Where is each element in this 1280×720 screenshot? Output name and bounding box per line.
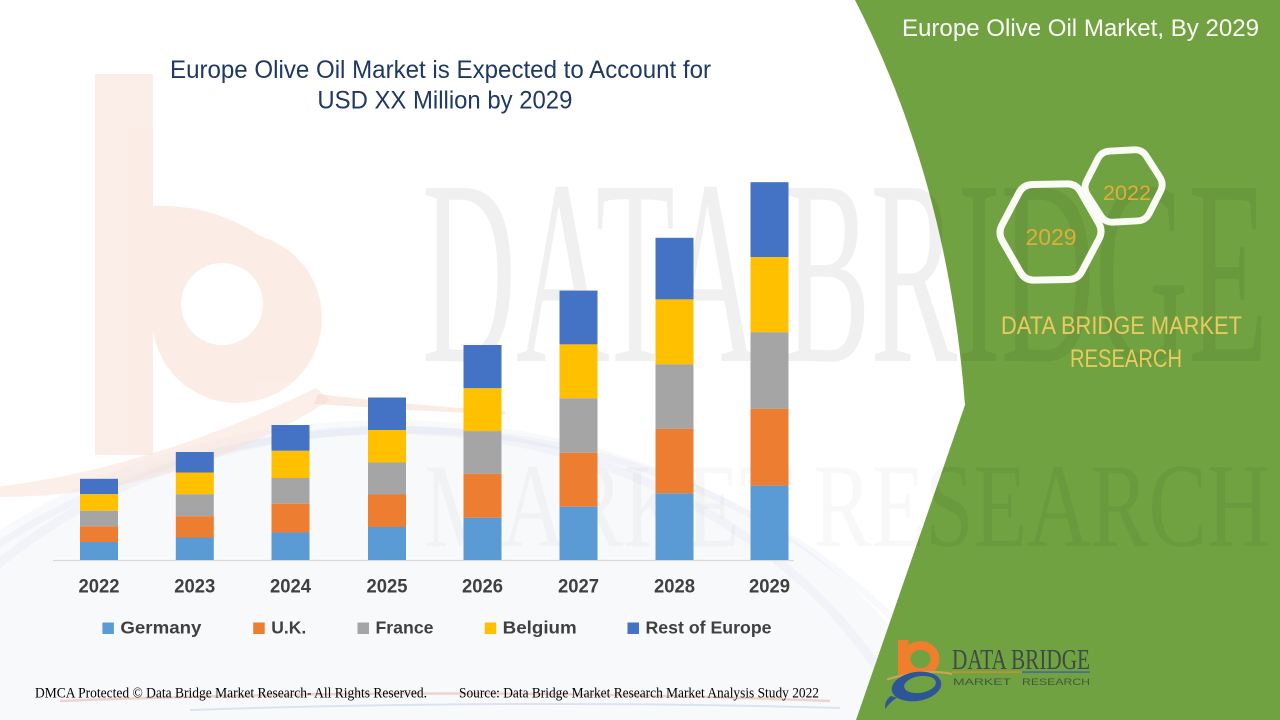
- svg-text:DATA BRIDGE: DATA BRIDGE: [952, 645, 1090, 676]
- svg-text:Source: Data Bridge Market Res: Source: Data Bridge Market Research Mark…: [459, 686, 819, 702]
- svg-text:USD XX Million by 2029: USD XX Million by 2029: [317, 87, 572, 115]
- svg-text:2028: 2028: [654, 577, 695, 598]
- svg-text:2024: 2024: [270, 577, 311, 598]
- svg-text:2023: 2023: [174, 577, 215, 598]
- svg-text:DMCA Protected © Data Bridge M: DMCA Protected © Data Bridge Market Rese…: [35, 686, 427, 702]
- svg-text:Germany: Germany: [120, 618, 201, 638]
- svg-text:2029: 2029: [749, 577, 790, 598]
- svg-text:2022: 2022: [1103, 182, 1151, 205]
- svg-text:RESEARCH: RESEARCH: [1070, 345, 1182, 373]
- svg-text:France: France: [376, 618, 434, 638]
- svg-text:U.K.: U.K.: [271, 618, 306, 638]
- svg-text:RESEARCH: RESEARCH: [1022, 677, 1090, 687]
- svg-text:2025: 2025: [367, 577, 408, 598]
- svg-text:2026: 2026: [462, 577, 503, 598]
- svg-text:MARKET: MARKET: [953, 677, 1012, 687]
- svg-text:DATA BRIDGE MARKET: DATA BRIDGE MARKET: [1001, 312, 1242, 340]
- svg-text:2027: 2027: [558, 577, 599, 598]
- svg-text:2022: 2022: [79, 577, 120, 598]
- svg-text:Europe Olive Oil Market is Exp: Europe Olive Oil Market is Expected to A…: [170, 56, 711, 84]
- svg-text:Belgium: Belgium: [503, 618, 577, 638]
- svg-text:2029: 2029: [1026, 224, 1077, 250]
- svg-text:Europe Olive Oil Market, By 20: Europe Olive Oil Market, By 2029: [902, 15, 1259, 42]
- svg-text:Rest of Europe: Rest of Europe: [646, 618, 772, 638]
